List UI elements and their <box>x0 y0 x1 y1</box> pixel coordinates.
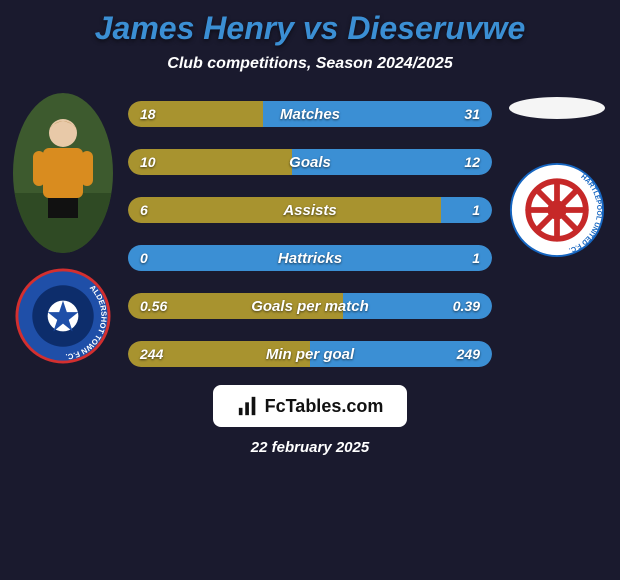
stat-label: Assists <box>283 202 336 219</box>
stat-label: Hattricks <box>278 250 342 267</box>
stat-bars: 18 31 Matches 10 12 Goals 6 1 Assists 0 1 Hattricks… <box>128 93 492 367</box>
stat-bar-right-fill <box>441 197 492 223</box>
stat-value-left: 244 <box>140 346 163 362</box>
stat-bar: 0.56 0.39 Goals per match <box>128 293 492 319</box>
stat-bar: 18 31 Matches <box>128 101 492 127</box>
player-right-photo-placeholder <box>509 97 605 119</box>
stat-value-right: 1 <box>472 250 480 266</box>
stat-value-right: 1 <box>472 202 480 218</box>
stat-label: Goals per match <box>251 298 369 315</box>
comparison-row: ALDERSHOT TOWN F.C. 1831Matches1012Goals… <box>0 93 620 367</box>
stat-label: Goals <box>289 154 331 171</box>
stat-value-right: 31 <box>464 106 480 122</box>
stat-value-left: 0 <box>140 250 148 266</box>
right-column: HARTLEPOOL UNITED F.C. <box>502 93 612 258</box>
stat-bar: 10 12 Goals <box>128 149 492 175</box>
stat-label: Matches <box>280 106 340 123</box>
stat-value-left: 18 <box>140 106 156 122</box>
brand-box: FcTables.com <box>213 385 408 427</box>
stat-value-left: 6 <box>140 202 148 218</box>
bar-chart-icon <box>237 395 259 417</box>
club-badge-left: ALDERSHOT TOWN F.C. <box>15 268 111 364</box>
stat-value-right: 0.39 <box>453 298 480 314</box>
stat-value-left: 0.56 <box>140 298 167 314</box>
stat-value-right: 249 <box>457 346 480 362</box>
stat-value-left: 10 <box>140 154 156 170</box>
club-badge-right: HARTLEPOOL UNITED F.C. <box>509 162 605 258</box>
stat-value-right: 12 <box>464 154 480 170</box>
stat-bar: 6 1 Assists <box>128 197 492 223</box>
date-text: 22 february 2025 <box>0 439 620 456</box>
page-title: James Henry vs Dieseruvwe <box>0 10 620 47</box>
left-column: ALDERSHOT TOWN F.C. <box>8 93 118 364</box>
stat-bar: 244 249 Min per goal <box>128 341 492 367</box>
footer: FcTables.com 22 february 2025 <box>0 385 620 456</box>
subtitle: Club competitions, Season 2024/2025 <box>0 55 620 73</box>
stat-bar: 0 1 Hattricks <box>128 245 492 271</box>
brand-text: FcTables.com <box>265 396 384 417</box>
player-left-photo <box>13 93 113 253</box>
stat-label: Min per goal <box>266 346 354 363</box>
